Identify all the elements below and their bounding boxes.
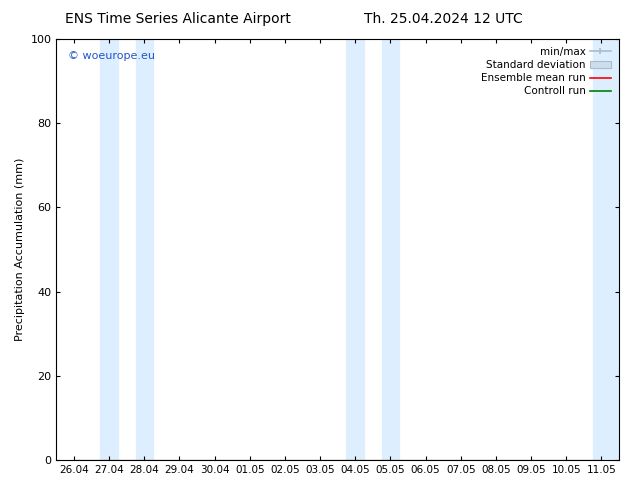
Text: © woeurope.eu: © woeurope.eu — [68, 51, 155, 61]
Legend: min/max, Standard deviation, Ensemble mean run, Controll run: min/max, Standard deviation, Ensemble me… — [478, 44, 614, 99]
Text: Th. 25.04.2024 12 UTC: Th. 25.04.2024 12 UTC — [365, 12, 523, 26]
Bar — [100, 39, 118, 460]
Bar — [136, 39, 153, 460]
Bar — [593, 39, 619, 460]
Y-axis label: Precipitation Accumulation (mm): Precipitation Accumulation (mm) — [15, 158, 25, 341]
Text: ENS Time Series Alicante Airport: ENS Time Series Alicante Airport — [65, 12, 290, 26]
Bar — [347, 39, 364, 460]
Bar — [382, 39, 399, 460]
